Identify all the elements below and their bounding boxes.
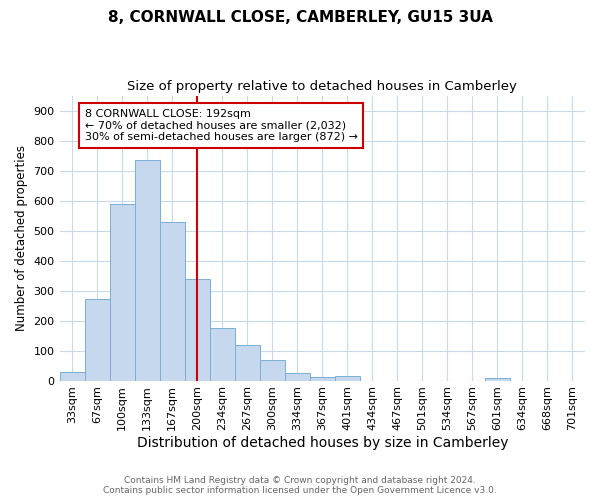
Bar [335, 376, 360, 380]
Bar [485, 378, 510, 380]
Text: 8, CORNWALL CLOSE, CAMBERLEY, GU15 3UA: 8, CORNWALL CLOSE, CAMBERLEY, GU15 3UA [107, 10, 493, 25]
Title: Size of property relative to detached houses in Camberley: Size of property relative to detached ho… [127, 80, 517, 93]
Bar [185, 278, 209, 380]
Text: Contains HM Land Registry data © Crown copyright and database right 2024.
Contai: Contains HM Land Registry data © Crown c… [103, 476, 497, 495]
Bar [285, 373, 310, 380]
Bar [260, 360, 285, 380]
Bar [59, 372, 85, 380]
Bar [110, 204, 134, 380]
X-axis label: Distribution of detached houses by size in Camberley: Distribution of detached houses by size … [137, 436, 508, 450]
Text: 8 CORNWALL CLOSE: 192sqm
← 70% of detached houses are smaller (2,032)
30% of sem: 8 CORNWALL CLOSE: 192sqm ← 70% of detach… [85, 109, 358, 142]
Bar [160, 222, 185, 380]
Bar [85, 299, 110, 380]
Bar [235, 344, 260, 380]
Bar [310, 376, 335, 380]
Bar [134, 160, 160, 380]
Bar [209, 328, 235, 380]
Y-axis label: Number of detached properties: Number of detached properties [15, 145, 28, 331]
